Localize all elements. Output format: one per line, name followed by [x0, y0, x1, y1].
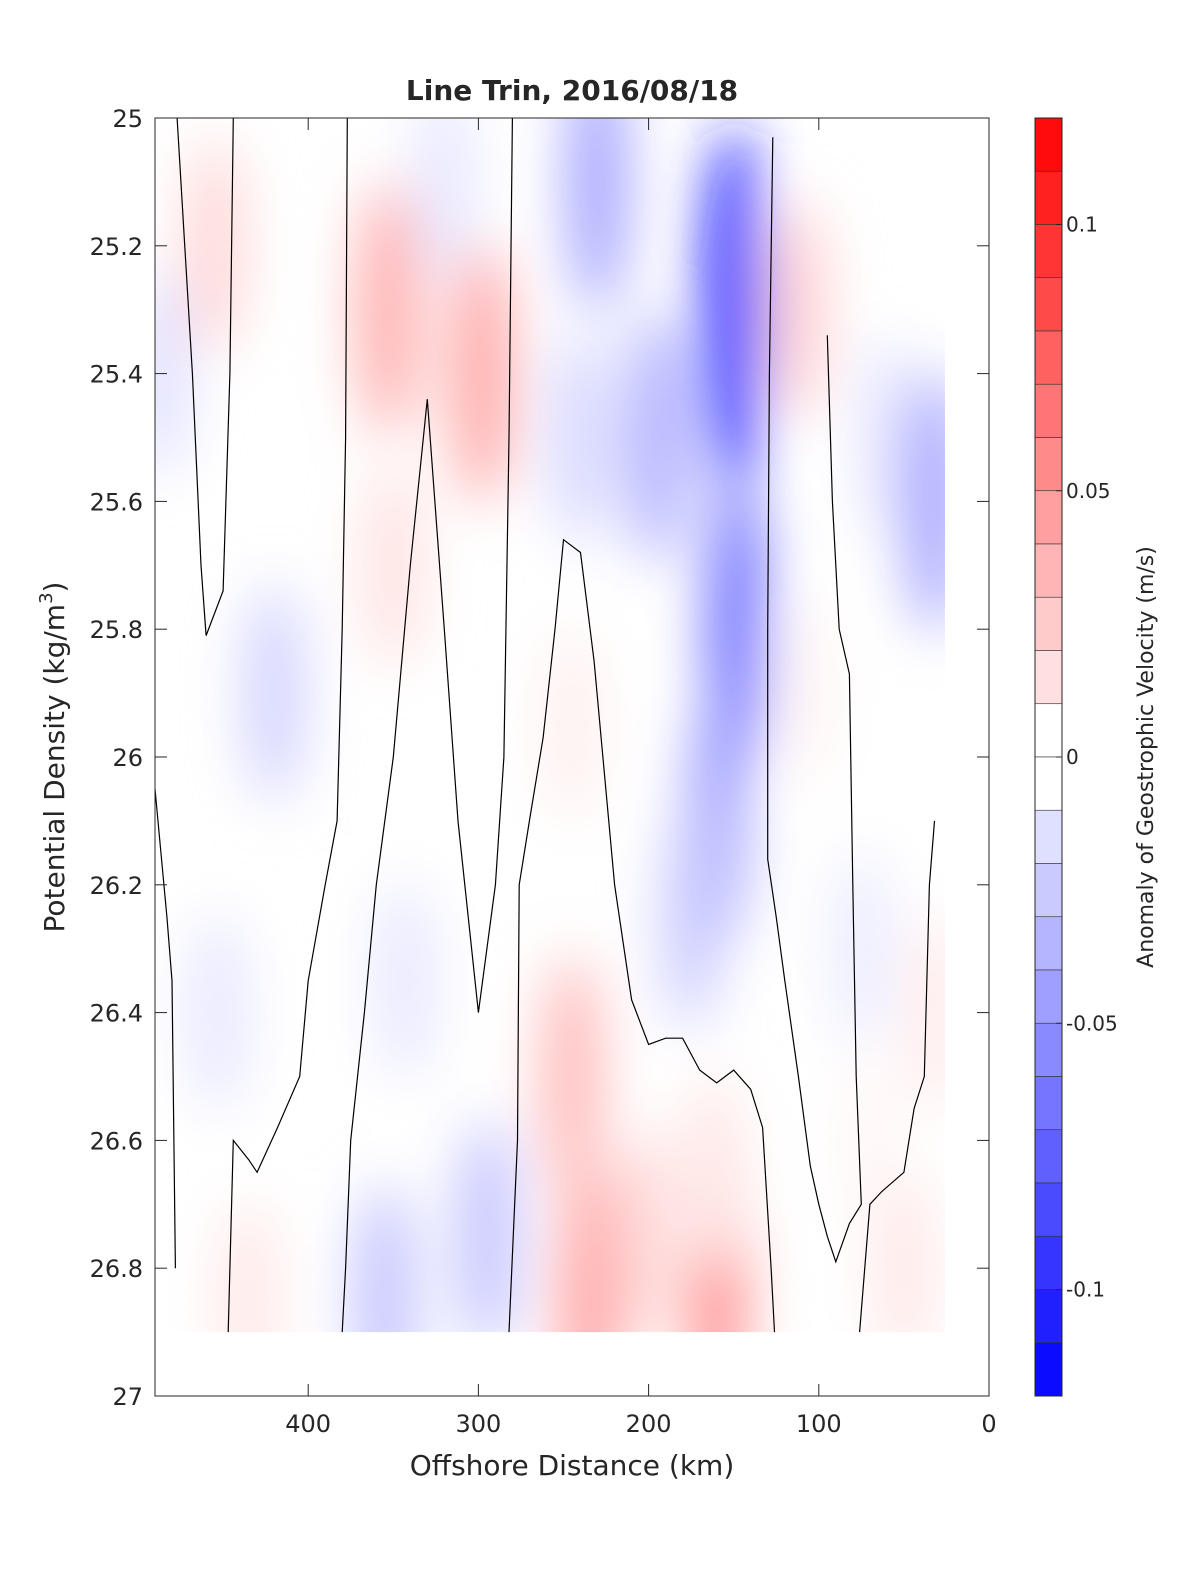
velocity-anomaly-cell [856, 336, 917, 539]
colorbar-band [1034, 170, 1063, 225]
velocity-anomaly-cell [831, 849, 892, 1048]
colorbar-tick-label: -0.05 [1066, 1011, 1118, 1035]
colorbar-band [1034, 596, 1063, 651]
zero-contour-line [859, 820, 936, 1333]
colorbar-band [1034, 916, 1063, 971]
velocity-anomaly-cell [155, 270, 191, 478]
zero-contour-line [767, 137, 862, 1264]
y-tick-label: 25 [112, 105, 143, 133]
velocity-anomaly-cell [414, 118, 475, 283]
chart-title: Line Trin, 2016/08/18 [406, 74, 738, 107]
y-axis-label-superscript: 3 [36, 592, 57, 603]
y-axis-label-close: ) [38, 582, 71, 593]
y-tick-label: 26 [112, 744, 143, 772]
colorbar-band [1034, 809, 1063, 864]
y-axis-label-main: Potential Density (kg/m [38, 604, 71, 933]
y-tick-label: 25.2 [90, 233, 143, 261]
velocity-anomaly-cell [839, 1046, 900, 1234]
colorbar-band [1034, 1342, 1063, 1397]
zero-contours [154, 117, 936, 1333]
colorbar-band [1034, 863, 1063, 918]
velocity-anomaly-cell [542, 627, 602, 823]
x-tick-label: 100 [796, 1410, 842, 1438]
colorbar-band [1034, 756, 1063, 811]
velocity-anomaly-cell [683, 1071, 744, 1274]
colorbar-band [1034, 969, 1063, 1024]
colorbar-band [1034, 277, 1063, 332]
colorbar-band [1034, 1289, 1063, 1344]
colorbar-tick-label: 0 [1066, 745, 1079, 769]
y-tick-label: 26.8 [90, 1255, 143, 1283]
y-tick-label: 26.6 [90, 1127, 143, 1155]
colorbar-band [1034, 1235, 1063, 1290]
colorbar-band [1034, 1182, 1063, 1237]
colorbar-band [1034, 490, 1063, 545]
colorbar-band [1034, 703, 1063, 758]
colorbar-band [1034, 1022, 1063, 1077]
x-tick-label: 300 [455, 1410, 501, 1438]
velocity-anomaly-cell [775, 598, 836, 788]
y-axis-ticks: 25 25.2 25.4 25.6 25.8 26 26.2 26.4 26.6 26.8 27 [90, 105, 989, 1411]
velocity-field-blobs [155, 118, 945, 1334]
x-tick-label: 200 [626, 1410, 672, 1438]
no-data-region [155, 1332, 945, 1334]
velocity-anomaly-cell [627, 311, 688, 564]
colorbar-band [1034, 330, 1063, 385]
velocity-anomaly-cell [542, 955, 602, 1198]
velocity-anomaly-cell [244, 583, 305, 803]
y-tick-label: 26.4 [90, 1000, 143, 1028]
velocity-anomaly-cell [567, 118, 628, 313]
velocity-anomaly-cell [703, 125, 764, 495]
x-tick-label: 400 [285, 1410, 331, 1438]
velocity-anomaly-cell [358, 181, 419, 438]
velocity-anomaly-cell [610, 1128, 671, 1334]
velocity-anomaly-cell [375, 879, 436, 1082]
colorbar-band [1034, 1076, 1063, 1131]
velocity-anomaly-cell [451, 243, 512, 505]
x-axis-ticks: 400 300 200 100 0 [285, 118, 997, 1438]
y-tick-label: 27 [112, 1383, 143, 1411]
y-tick-label: 25.8 [90, 616, 143, 644]
velocity-field [155, 118, 945, 1334]
zero-contour-line [227, 117, 348, 1333]
colorbar: 0.1 0.05 0 -0.05 -0.1 Anomaly of Geostrophic… [1034, 117, 1159, 1397]
velocity-anomaly-cell [550, 329, 611, 546]
colorbar-band [1034, 224, 1063, 279]
zero-contour-line [341, 117, 513, 1333]
velocity-anomaly-cell [661, 804, 722, 1030]
zero-contour-line [176, 117, 234, 636]
y-axis-label: Potential Density (kg/m3) [36, 582, 71, 933]
zero-contour-line [154, 788, 176, 1269]
colorbar-band [1034, 543, 1063, 598]
colorbar-band [1034, 117, 1063, 172]
velocity-anomaly-cell [363, 461, 424, 669]
velocity-anomaly-cell [768, 199, 829, 420]
colorbar-tick-label: 0.05 [1066, 479, 1111, 503]
velocity-anomaly-cell [904, 370, 945, 632]
velocity-anomaly-cell [218, 1199, 279, 1334]
colorbar-tick-label: -0.1 [1066, 1278, 1105, 1302]
colorbar-ticks: 0.1 0.05 0 -0.05 -0.1 [1056, 213, 1118, 1302]
y-tick-label: 26.2 [90, 872, 143, 900]
velocity-anomaly-cell [187, 911, 248, 1114]
colorbar-band [1034, 383, 1063, 438]
velocity-anomaly-cell [559, 1169, 620, 1334]
y-tick-label: 25.4 [90, 361, 143, 389]
colorbar-tick-label: 0.1 [1066, 213, 1098, 237]
zero-contour-line [508, 538, 776, 1333]
colorbar-band [1034, 1129, 1063, 1184]
velocity-anomaly-cell [184, 137, 245, 354]
velocity-anomaly-cell [456, 1119, 517, 1334]
plot-area: 400 300 200 100 0 25 25.2 25.4 25.6 25.8 26 26.2 26… [90, 105, 997, 1438]
colorbar-band [1034, 437, 1063, 492]
y-tick-label: 25.6 [90, 488, 143, 516]
colorbar-label: Anomaly of Geostrophic Velocity (m/s) [1134, 546, 1159, 968]
colorbar-band [1034, 650, 1063, 705]
x-tick-label: 0 [981, 1410, 996, 1438]
velocity-anomaly-cell [354, 1183, 415, 1334]
x-axis-label: Offshore Distance (km) [410, 1449, 735, 1482]
